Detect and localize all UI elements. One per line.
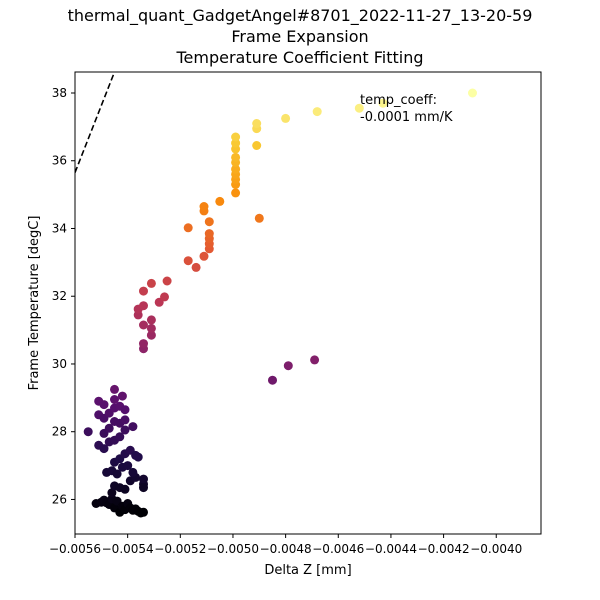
data-point bbox=[131, 450, 141, 460]
data-point bbox=[139, 507, 148, 517]
data-point bbox=[204, 217, 214, 227]
data-point bbox=[281, 113, 291, 123]
data-point bbox=[183, 256, 193, 266]
data-point bbox=[310, 355, 320, 365]
data-point bbox=[110, 384, 119, 394]
data-point bbox=[199, 202, 209, 211]
x-axis: −0.0056 −0.0054 −0.0052 −0.0050 −0.0048 −0.00… bbox=[49, 534, 522, 556]
data-point bbox=[204, 229, 214, 239]
data-point bbox=[252, 119, 262, 128]
y-tick-label: 38 bbox=[52, 86, 67, 100]
data-point bbox=[115, 432, 125, 442]
data-point bbox=[215, 196, 225, 206]
x-tick-label: −0.0050 bbox=[207, 542, 259, 556]
x-tick-label: −0.0044 bbox=[365, 542, 417, 556]
data-point bbox=[162, 276, 172, 286]
data-point bbox=[139, 474, 148, 484]
data-point bbox=[117, 391, 127, 401]
y-tick-label: 32 bbox=[52, 289, 67, 303]
x-axis-label: Delta Z [mm] bbox=[264, 563, 351, 578]
annotation-line-2: -0.0001 mm/K bbox=[360, 110, 453, 125]
data-point bbox=[268, 375, 277, 385]
chart-title-line-2: Frame Expansion bbox=[231, 27, 369, 46]
data-point bbox=[120, 405, 130, 415]
data-point bbox=[160, 292, 169, 302]
x-tick-label: −0.0040 bbox=[470, 542, 522, 556]
annotation-line-1: temp_coeff: bbox=[360, 93, 437, 108]
data-point bbox=[139, 286, 148, 296]
x-tick-label: −0.0042 bbox=[418, 542, 470, 556]
data-point bbox=[254, 213, 264, 223]
data-point bbox=[146, 330, 156, 340]
data-point bbox=[312, 107, 322, 117]
data-point bbox=[378, 98, 388, 108]
data-point bbox=[139, 339, 148, 349]
data-point bbox=[139, 301, 148, 311]
data-point bbox=[120, 415, 130, 425]
data-point bbox=[231, 164, 241, 174]
y-axis-label: Frame Temperature [degC] bbox=[27, 216, 42, 391]
data-point bbox=[123, 461, 133, 471]
data-point bbox=[191, 262, 201, 272]
data-point bbox=[83, 427, 93, 437]
data-point bbox=[128, 467, 138, 477]
data-point bbox=[252, 141, 262, 150]
x-tick-label: −0.0052 bbox=[154, 542, 206, 556]
y-tick-label: 34 bbox=[52, 221, 67, 235]
data-point bbox=[354, 103, 364, 113]
data-point bbox=[146, 315, 156, 325]
data-point bbox=[231, 188, 241, 198]
x-tick-label: −0.0056 bbox=[49, 542, 101, 556]
data-point bbox=[99, 400, 109, 410]
y-tick-label: 26 bbox=[52, 492, 67, 506]
data-point bbox=[120, 484, 130, 494]
data-point bbox=[139, 320, 148, 330]
data-point bbox=[110, 395, 119, 404]
data-point bbox=[146, 278, 156, 288]
data-point bbox=[128, 422, 138, 432]
y-tick-label: 36 bbox=[52, 154, 67, 168]
data-point bbox=[139, 483, 148, 493]
y-tick-label: 30 bbox=[52, 357, 67, 371]
data-point bbox=[468, 88, 477, 98]
data-point bbox=[99, 444, 109, 454]
x-tick-label: −0.0048 bbox=[260, 542, 312, 556]
data-point bbox=[199, 251, 209, 261]
y-tick-label: 28 bbox=[52, 425, 67, 439]
data-point bbox=[146, 323, 156, 333]
data-point bbox=[183, 223, 193, 233]
x-tick-label: −0.0054 bbox=[102, 542, 154, 556]
y-axis: 26 28 30 32 34 36 38 bbox=[52, 86, 75, 506]
points-layer bbox=[83, 88, 477, 518]
data-point bbox=[107, 488, 117, 498]
data-point bbox=[231, 132, 241, 142]
data-point bbox=[283, 361, 293, 371]
chart-title-line-1: thermal_quant_GadgetAngel#8701_2022-11-2… bbox=[67, 6, 533, 25]
data-point bbox=[231, 152, 241, 162]
fit-layer bbox=[75, 72, 116, 173]
data-point bbox=[104, 423, 114, 433]
data-point bbox=[120, 425, 130, 435]
x-tick-label: −0.0046 bbox=[312, 542, 364, 556]
plot-frame bbox=[74, 71, 542, 535]
data-point bbox=[112, 469, 122, 479]
chart-title-line-3: Temperature Coefficient Fitting bbox=[176, 48, 424, 67]
fit-line bbox=[75, 72, 116, 173]
